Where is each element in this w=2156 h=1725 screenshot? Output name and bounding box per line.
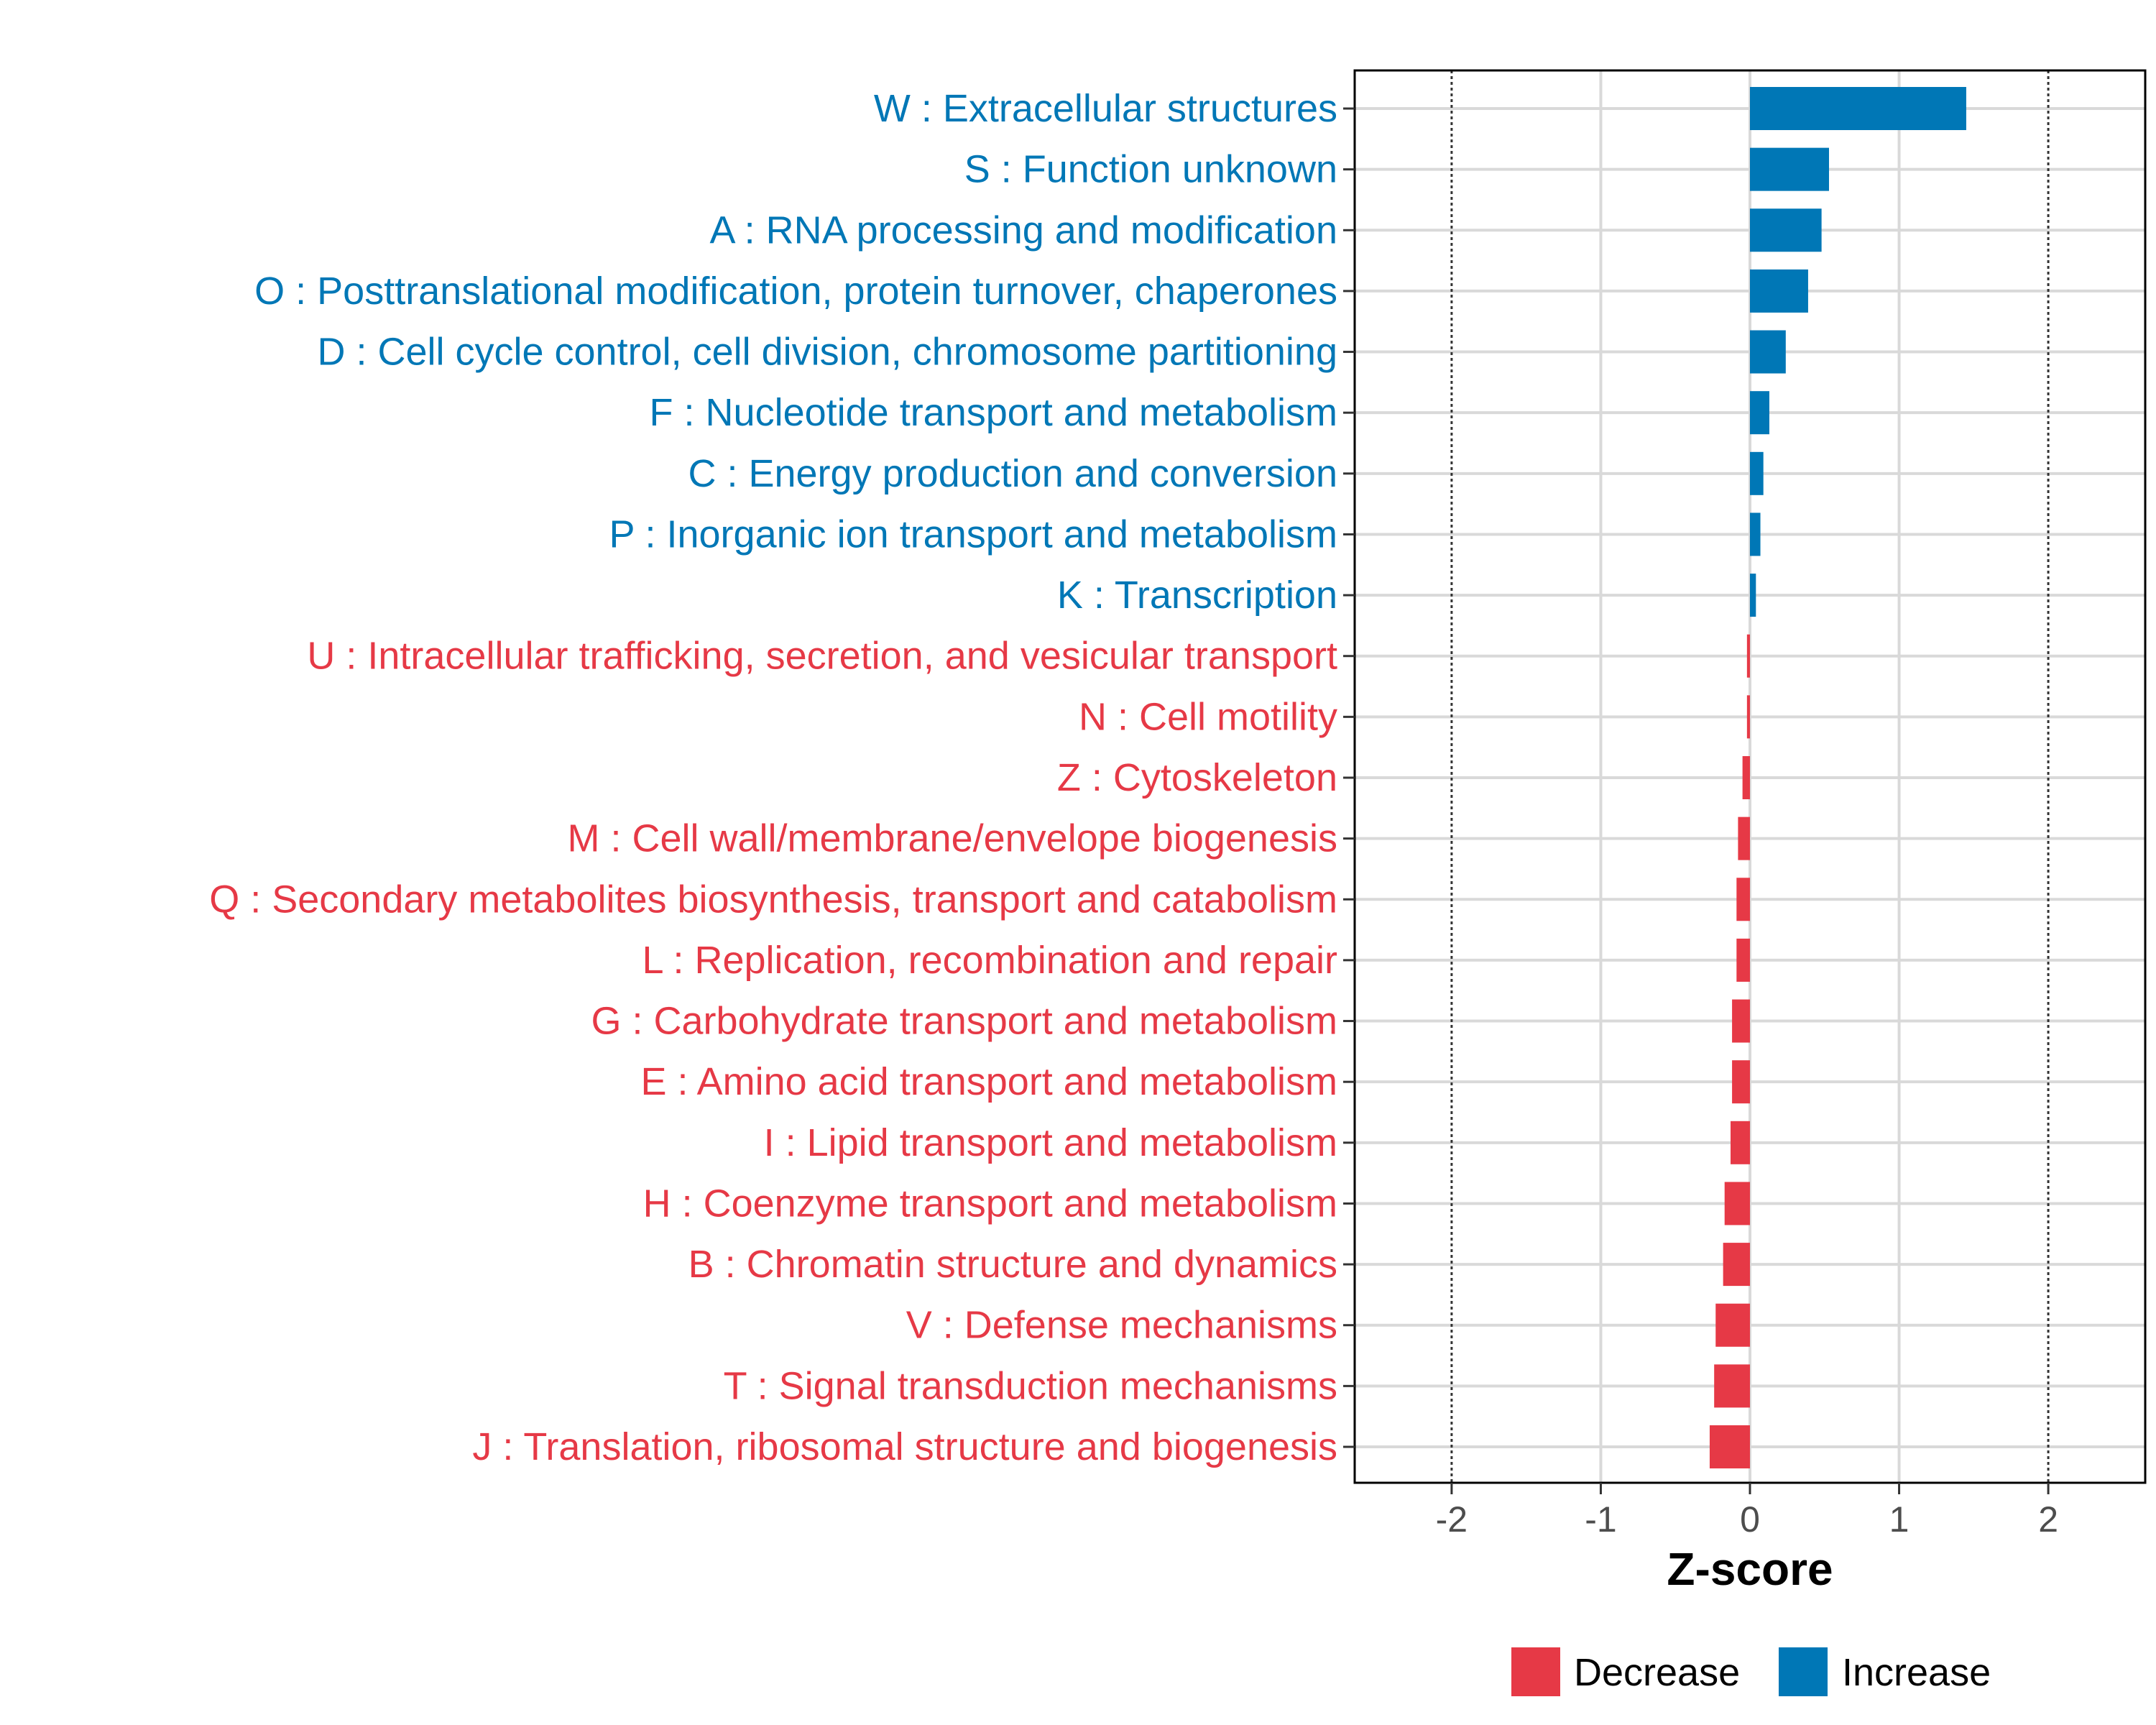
category-label: H : Coenzyme transport and metabolism	[643, 1182, 1337, 1225]
bar	[1731, 1121, 1750, 1164]
x-tick-label: -1	[1585, 1499, 1616, 1540]
legend-key-increase	[1779, 1647, 1828, 1696]
category-label: F : Nucleotide transport and metabolism	[650, 391, 1337, 434]
bar	[1750, 269, 1808, 313]
category-label: E : Amino acid transport and metabolism	[641, 1060, 1337, 1103]
x-axis: -2 -1 0 1 2	[1436, 1483, 2058, 1540]
legend-label-increase: Increase	[1842, 1651, 1991, 1694]
category-label: J : Translation, ribosomal structure and…	[472, 1425, 1337, 1468]
bar	[1742, 756, 1750, 799]
category-label: Q : Secondary metabolites biosynthesis, …	[209, 878, 1337, 921]
x-tick-label: 1	[1889, 1499, 1909, 1540]
bar	[1714, 1364, 1750, 1408]
legend-key-decrease	[1511, 1647, 1560, 1696]
bar	[1750, 574, 1756, 617]
bar	[1746, 695, 1750, 739]
x-tick-label: 2	[2038, 1499, 2058, 1540]
category-label: G : Carbohydrate transport and metabolis…	[591, 1000, 1338, 1043]
category-label: O : Posttranslational modification, prot…	[254, 270, 1337, 313]
bar	[1709, 1425, 1750, 1468]
bar	[1750, 451, 1764, 495]
category-label: A : RNA processing and modification	[710, 208, 1337, 252]
bar	[1750, 208, 1822, 252]
bar	[1750, 391, 1769, 435]
category-label: T : Signal transduction mechanisms	[724, 1364, 1337, 1407]
bar	[1732, 1060, 1750, 1104]
category-label: S : Function unknown	[964, 148, 1337, 191]
y-axis: W : Extracellular structures S : Function…	[209, 87, 1355, 1468]
category-label: C : Energy production and conversion	[688, 452, 1337, 495]
category-label: P : Inorganic ion transport and metaboli…	[609, 512, 1337, 556]
category-label: B : Chromatin structure and dynamics	[688, 1243, 1337, 1286]
bar	[1736, 878, 1750, 921]
category-label: K : Transcription	[1057, 574, 1337, 617]
x-tick-label: 0	[1740, 1499, 1760, 1540]
bar	[1746, 634, 1750, 678]
bar	[1732, 999, 1750, 1043]
bar	[1723, 1243, 1750, 1287]
bar	[1750, 147, 1829, 191]
category-label: D : Cell cycle control, cell division, c…	[317, 331, 1337, 374]
bar	[1715, 1303, 1750, 1347]
category-label: U : Intracellular trafficking, secretion…	[307, 635, 1337, 678]
x-axis-title: Z-score	[1667, 1543, 1833, 1595]
category-label: W : Extracellular structures	[874, 87, 1337, 130]
category-label: V : Defense mechanisms	[906, 1304, 1337, 1347]
legend: Decrease Increase	[1511, 1647, 1991, 1696]
x-tick-label: -2	[1436, 1499, 1468, 1540]
category-label: M : Cell wall/membrane/envelope biogenes…	[567, 817, 1337, 860]
legend-label-decrease: Decrease	[1574, 1651, 1740, 1694]
category-label: N : Cell motility	[1079, 695, 1337, 738]
bar	[1738, 816, 1750, 860]
bar	[1724, 1182, 1750, 1225]
bar	[1750, 330, 1786, 374]
bar	[1750, 512, 1761, 556]
bar	[1736, 938, 1750, 982]
category-label: I : Lipid transport and metabolism	[764, 1121, 1337, 1164]
bar	[1750, 87, 1966, 130]
category-label: L : Replication, recombination and repai…	[642, 939, 1337, 982]
bar-layer	[1709, 87, 1966, 1468]
category-label: Z : Cytoskeleton	[1057, 756, 1337, 799]
